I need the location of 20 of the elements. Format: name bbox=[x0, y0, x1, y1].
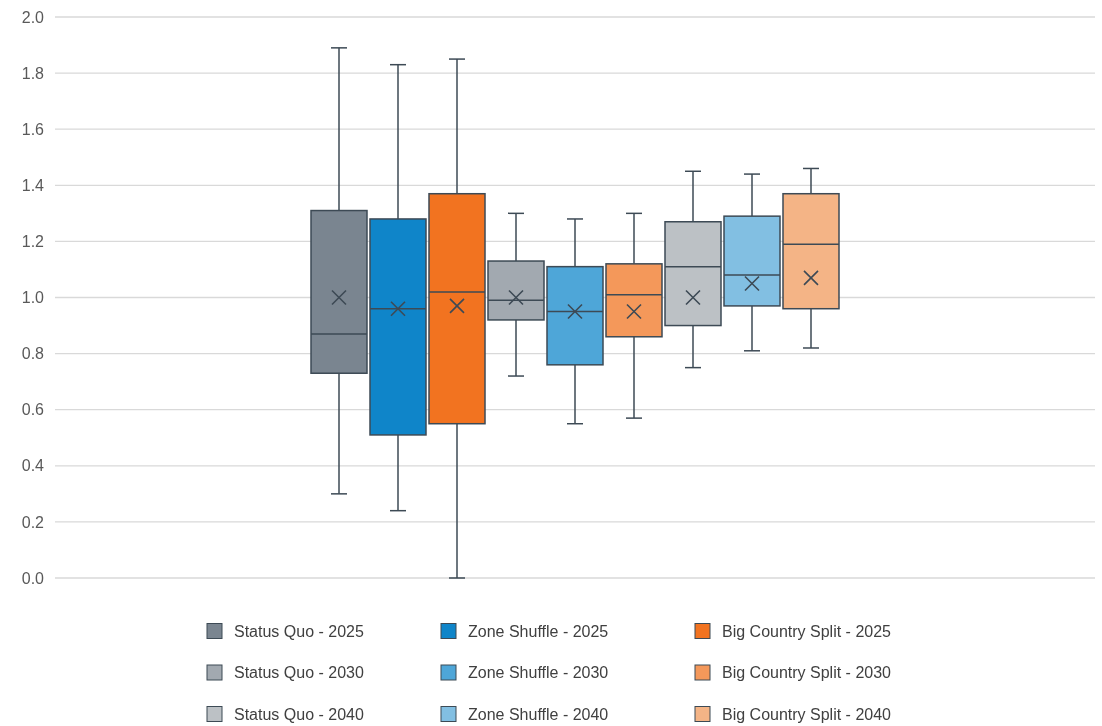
legend-label: Status Quo - 2040 bbox=[234, 705, 364, 723]
y-tick-label: 0.4 bbox=[21, 457, 45, 475]
y-tick-label: 2.0 bbox=[21, 8, 45, 26]
y-tick-label: 0.0 bbox=[21, 569, 45, 587]
legend-label: Status Quo - 2030 bbox=[234, 664, 364, 682]
y-tick-label: 0.2 bbox=[21, 513, 45, 531]
y-tick-label: 1.0 bbox=[21, 289, 45, 307]
y-tick-label: 1.4 bbox=[21, 176, 45, 194]
legend-label: Status Quo - 2025 bbox=[234, 622, 364, 640]
legend-label: Big Country Split - 2040 bbox=[722, 705, 892, 723]
y-tick-label: 1.8 bbox=[21, 64, 45, 82]
y-tick-label: 1.2 bbox=[21, 233, 45, 250]
y-tick-label: 0.8 bbox=[21, 345, 45, 363]
legend-label: Big Country Split - 2025 bbox=[722, 622, 892, 640]
legend-label: Zone Shuffle - 2025 bbox=[468, 622, 609, 640]
legend-label: Big Country Split - 2030 bbox=[722, 664, 892, 682]
legend-label: Zone Shuffle - 2030 bbox=[468, 664, 609, 682]
y-tick-label: 1.6 bbox=[21, 120, 45, 138]
y-tick-label: 0.6 bbox=[21, 401, 45, 419]
legend-label: Zone Shuffle - 2040 bbox=[468, 705, 609, 723]
